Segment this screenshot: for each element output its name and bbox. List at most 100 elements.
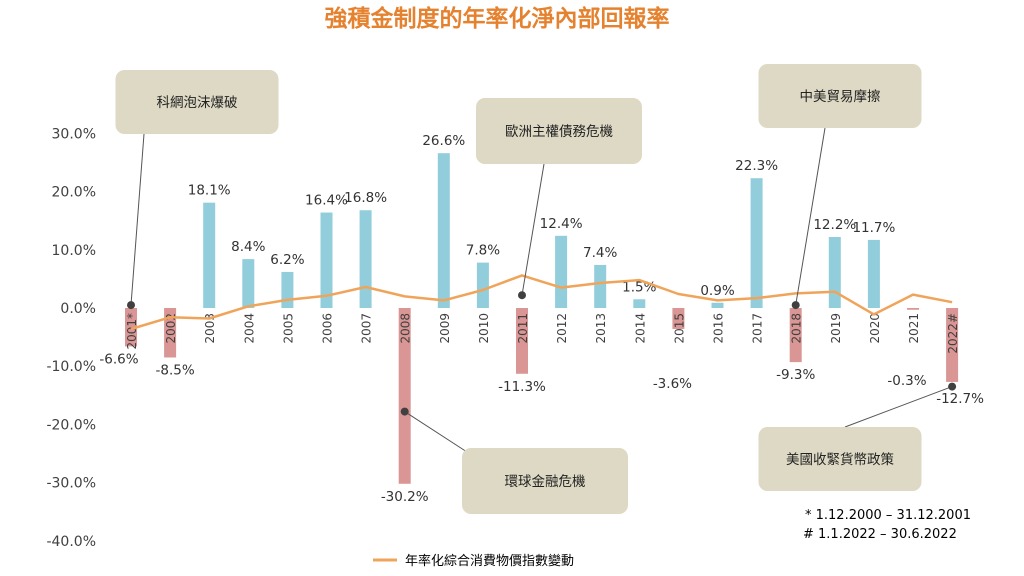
bar-data-label: -0.3% <box>887 373 926 389</box>
callout-dot <box>127 301 135 310</box>
y-tick-label: 10.0% <box>52 243 96 259</box>
footnotes: * 1.12.2000 – 31.12.2001 # 1.1.2022 – 30… <box>803 508 971 542</box>
bar <box>516 308 528 374</box>
x-tick-label: 2022# <box>946 313 960 354</box>
footnote-2: # 1.1.2022 – 30.6.2022 <box>803 527 957 542</box>
bar <box>750 178 763 308</box>
bar <box>946 308 959 382</box>
x-tick-label: 2002 <box>164 313 178 344</box>
bar <box>594 264 607 308</box>
footnote-1: * 1.12.2000 – 31.12.2001 <box>805 508 971 523</box>
bar-data-label: 26.6% <box>422 133 465 149</box>
x-tick-label: 2019 <box>829 313 843 344</box>
bar <box>907 308 919 310</box>
x-tick-label: 2014 <box>633 313 647 344</box>
legend-label: 年率化綜合消費物價指數變動 <box>405 553 574 569</box>
x-axis: 2001* 2002 2003 2004 2005 2006 2007 2008 2009 201… <box>125 313 960 354</box>
x-tick-label: 2009 <box>438 313 452 344</box>
bar-data-label: -3.6% <box>653 376 692 392</box>
bar-data-label: 22.3% <box>735 158 778 174</box>
callout-leader <box>795 127 826 306</box>
legend: 年率化綜合消費物價指數變動 <box>373 553 574 569</box>
bar <box>555 235 568 308</box>
callout-box <box>758 427 922 491</box>
callout-leader <box>844 386 953 428</box>
bar-data-label: 7.4% <box>583 245 617 261</box>
bar <box>633 299 646 308</box>
bars <box>125 153 959 484</box>
y-tick-label: 0.0% <box>60 301 96 317</box>
y-tick-label: 30.0% <box>52 126 96 142</box>
cpi-line-series <box>130 274 953 331</box>
bar <box>203 202 216 308</box>
bar-data-label: 18.1% <box>188 183 231 199</box>
callout-text: 美國收緊貨幣政策 <box>786 451 894 468</box>
callout-leader <box>521 163 545 296</box>
x-tick-label: 2017 <box>751 313 765 344</box>
callout-box <box>476 98 642 164</box>
callout-text: 中美貿易摩擦 <box>800 88 881 105</box>
bar-data-label: 16.4% <box>305 193 348 209</box>
bar-data-label: -12.7% <box>936 391 984 407</box>
x-tick-label: 2010 <box>477 313 491 344</box>
bar-data-label: -11.3% <box>498 379 546 395</box>
x-tick-label: 2008 <box>399 313 413 344</box>
callout-text: 環球金融危機 <box>505 474 586 490</box>
bar <box>867 239 880 308</box>
bar <box>476 262 489 308</box>
bar <box>828 236 841 308</box>
x-tick-label: 2005 <box>281 313 295 344</box>
bar-labels: -6.6% -8.5% 18.1% 8.4% 6.2% 16.4%16.8% -30.2% 2… <box>99 133 984 505</box>
callout-leader <box>404 411 468 453</box>
bar <box>242 259 255 308</box>
bar-data-label: 7.8% <box>466 243 500 259</box>
callout-dot <box>518 291 526 300</box>
x-tick-label: 2006 <box>321 313 335 344</box>
x-tick-label: 2016 <box>712 313 726 344</box>
bar-data-label: 8.4% <box>231 239 265 255</box>
cpi-line <box>130 274 953 331</box>
x-tick-label: 2020 <box>868 313 882 344</box>
bar <box>711 302 724 308</box>
bar <box>281 271 294 308</box>
x-tick-label: 2012 <box>555 313 569 344</box>
bar-data-label: 16.8% <box>344 190 387 206</box>
bar <box>164 308 177 358</box>
callout-leader <box>130 133 145 306</box>
x-tick-label: 2007 <box>360 313 374 344</box>
x-tick-label: 2013 <box>594 313 608 344</box>
bar-data-label: -30.2% <box>381 489 429 505</box>
y-tick-label: 20.0% <box>52 185 96 201</box>
callout-box <box>462 448 628 514</box>
x-tick-label: 2003 <box>203 313 217 344</box>
bar <box>789 308 802 363</box>
bar-data-label: -8.5% <box>156 362 195 378</box>
bar <box>437 153 450 308</box>
y-tick-label: -20.0% <box>46 417 96 433</box>
bar-data-label: 6.2% <box>270 252 304 268</box>
x-tick-label: 2004 <box>242 313 256 344</box>
callout-dot <box>400 407 409 416</box>
callout-box <box>758 64 922 128</box>
x-tick-label: 2015 <box>672 313 686 344</box>
bar-data-label: 11.7% <box>852 220 895 236</box>
y-tick-label: -30.0% <box>46 476 96 492</box>
x-tick-label: 2011 <box>516 313 530 344</box>
bar-data-label: 0.9% <box>700 283 734 299</box>
bar <box>320 212 333 308</box>
chart-title: 強積金制度的年率化淨內部回報率 <box>325 5 670 32</box>
x-tick-label: 2018 <box>790 313 804 344</box>
bar-data-label: 12.2% <box>813 217 856 233</box>
callout-dot <box>791 301 800 310</box>
y-tick-label: -40.0% <box>46 534 96 550</box>
bar <box>398 308 411 484</box>
bar-data-label: -9.3% <box>776 367 815 383</box>
bar-data-label: 12.4% <box>540 216 583 232</box>
bar <box>359 210 372 308</box>
callout-text: 科網泡沫爆破 <box>157 95 238 111</box>
bar-data-label: -6.6% <box>99 351 138 367</box>
y-axis: -40.0% -30.0% -20.0% -10.0% 0.0% 10.0% 20.0% 30… <box>46 126 96 549</box>
